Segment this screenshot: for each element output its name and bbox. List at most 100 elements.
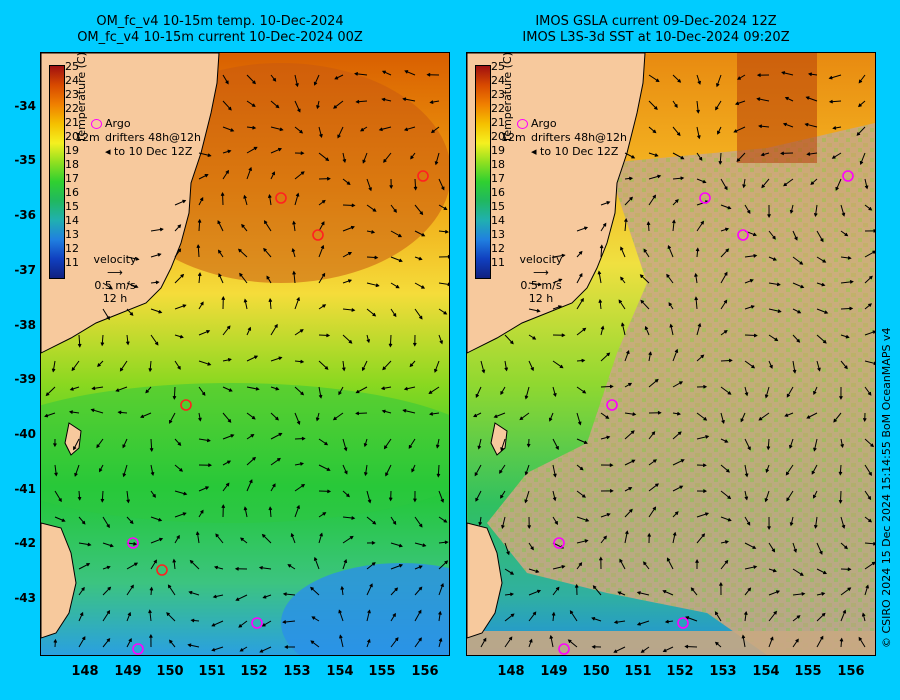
longitude-tick: 154 xyxy=(326,664,354,679)
current-vector-arrowhead xyxy=(418,637,422,642)
current-vector-arrowhead xyxy=(71,367,76,372)
colorbar-tick: 13 xyxy=(491,228,505,241)
current-vector-arrowhead xyxy=(410,155,414,160)
current-vector-arrowhead xyxy=(54,472,58,477)
current-vector-arrowhead xyxy=(205,486,210,490)
longitude-tick: 156 xyxy=(411,664,439,679)
current-vector-arrowhead xyxy=(199,197,204,201)
current-vector-arrowhead xyxy=(821,592,826,596)
argo-float-marker xyxy=(251,617,263,629)
current-vector-arrowhead xyxy=(868,472,872,476)
current-vector-arrowhead xyxy=(381,97,386,102)
current-vector-arrowhead xyxy=(372,208,377,212)
current-vector-arrowhead xyxy=(444,560,449,565)
current-vector-arrowhead xyxy=(873,229,875,233)
current-vector-arrowhead xyxy=(243,298,248,303)
current-vector-arrowhead xyxy=(200,509,204,514)
current-vector-arrowhead xyxy=(58,498,62,503)
current-vector-arrowhead xyxy=(861,612,866,617)
latitude-tick: -42 xyxy=(14,536,36,550)
current-vector-arrowhead xyxy=(703,417,708,421)
current-vector-arrowhead xyxy=(182,304,187,308)
current-vector-arrowhead xyxy=(248,166,252,171)
current-vector-arrowhead xyxy=(578,250,583,255)
current-vector-arrowhead xyxy=(230,128,235,132)
current-vector-arrowhead xyxy=(804,122,809,127)
current-vector-arrowhead xyxy=(724,439,729,443)
current-vector-arrowhead xyxy=(812,494,817,499)
current-vector-arrowhead xyxy=(669,323,674,328)
current-vector-arrowhead xyxy=(532,611,537,616)
current-vector-arrowhead xyxy=(703,384,708,389)
current-vector-arrowhead xyxy=(694,272,698,277)
current-vector-arrowhead xyxy=(371,541,376,545)
current-vector-arrowhead xyxy=(225,169,229,174)
current-vector-arrowhead xyxy=(569,610,574,615)
current-vector-arrowhead xyxy=(413,498,417,503)
current-vector-arrowhead xyxy=(537,282,542,287)
cloud-mask-south xyxy=(467,631,875,655)
current-vector-arrowhead xyxy=(772,235,776,240)
current-vector-arrowhead xyxy=(127,611,132,616)
current-vector-arrowhead xyxy=(705,512,710,516)
southern-cool-water xyxy=(281,563,449,655)
current-vector-arrowhead xyxy=(602,222,607,227)
current-vector-arrowhead xyxy=(217,220,221,225)
latitude-tick: -40 xyxy=(14,427,36,441)
drifter-marker xyxy=(275,192,287,204)
temperature-colorbar xyxy=(475,65,491,279)
current-vector-arrowhead xyxy=(155,280,160,285)
current-vector-arrowhead xyxy=(372,520,377,525)
current-vector-arrowhead xyxy=(652,506,657,511)
current-vector-arrowhead xyxy=(395,284,400,289)
current-vector-arrowhead xyxy=(429,100,434,104)
current-vector-arrowhead xyxy=(584,226,589,231)
cool-tongue xyxy=(41,383,449,523)
current-vector-arrowhead xyxy=(324,441,329,446)
current-vector-arrowhead xyxy=(140,414,145,419)
current-vector-arrowhead xyxy=(296,420,301,425)
current-vector-arrowhead xyxy=(279,127,284,132)
current-vector-arrowhead xyxy=(702,463,707,468)
current-vector-arrowhead xyxy=(86,563,91,567)
current-vector-arrowhead xyxy=(833,418,837,423)
current-vector-arrowhead xyxy=(629,196,633,201)
current-vector-arrowhead xyxy=(339,634,343,639)
current-vector-arrowhead xyxy=(631,155,636,159)
longitude-tick: 150 xyxy=(156,664,184,679)
current-vector-arrowhead xyxy=(394,587,399,592)
colorbar-tick: 17 xyxy=(491,172,505,185)
current-vector-arrowhead xyxy=(651,431,656,435)
current-vector-arrowhead xyxy=(582,389,587,394)
current-vector-arrowhead xyxy=(799,261,804,265)
temperature-colorbar xyxy=(49,65,65,279)
longitude-tick: 154 xyxy=(752,664,780,679)
current-vector-arrowhead xyxy=(74,472,78,477)
current-vector-arrowhead xyxy=(785,471,790,476)
model-map xyxy=(41,53,449,655)
longitude-tick: 151 xyxy=(624,664,652,679)
current-vector-arrowhead xyxy=(822,339,827,344)
current-vector-arrowhead xyxy=(810,181,815,186)
current-vector-arrowhead xyxy=(676,411,681,416)
current-vector-arrowhead xyxy=(552,497,557,502)
current-vector-arrowhead xyxy=(721,419,725,424)
current-vector-arrowhead xyxy=(734,101,740,106)
current-vector-arrowhead xyxy=(677,431,682,436)
current-vector-arrowhead xyxy=(559,364,564,369)
left-title: OM_fc_v4 10-15m temp. 10-Dec-2024 OM_fc_… xyxy=(20,14,420,46)
current-vector-arrowhead xyxy=(388,343,393,348)
drifter-marker xyxy=(180,399,192,411)
current-vector-arrowhead xyxy=(630,430,635,434)
current-vector-arrowhead xyxy=(724,271,728,276)
current-vector-arrowhead xyxy=(97,363,101,367)
current-vector-arrowhead xyxy=(717,130,721,135)
current-vector-arrowhead xyxy=(197,272,202,277)
current-vector-arrowhead xyxy=(786,393,791,398)
current-vector-arrowhead xyxy=(225,482,230,487)
current-vector-arrowhead xyxy=(277,457,281,462)
current-vector-arrowhead xyxy=(122,473,127,478)
legend-drifters: 12m drifters 48h@12h xyxy=(75,131,201,145)
current-vector-arrowhead xyxy=(700,354,705,359)
current-vector-arrowhead xyxy=(831,155,836,159)
